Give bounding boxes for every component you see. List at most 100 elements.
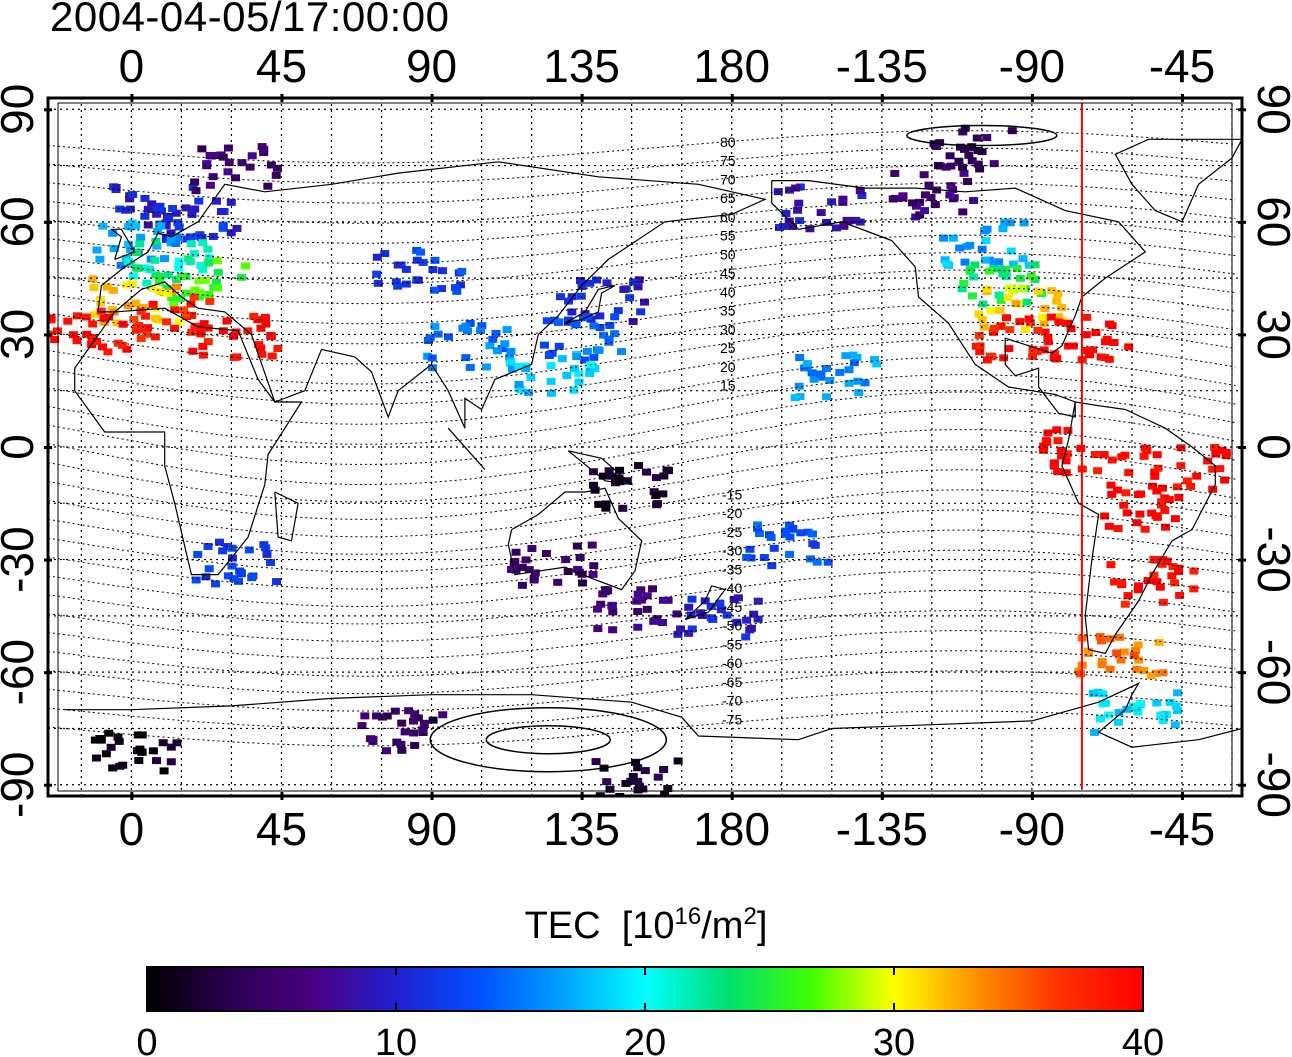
tec-cell [266,331,276,339]
tec-cell [1121,489,1131,497]
lon-tick-mark [130,792,134,800]
tec-cell [602,778,612,786]
lat-tick-mark [44,333,52,337]
tec-cell [1107,456,1117,464]
tec-cell [159,767,169,775]
tec-cell [1158,555,1168,563]
tec-cell [989,160,999,168]
tec-cell [357,722,367,730]
tec-cell [984,267,994,275]
tec-cell [161,233,171,241]
tec-cell [140,212,150,220]
tec-cell [234,577,244,585]
tec-cell [135,240,145,248]
contour-line [48,269,1236,325]
tec-cell [977,315,987,323]
mag-lat-label: 75 [720,153,736,169]
tec-cell [1172,483,1182,491]
tec-cell [273,345,283,353]
tec-region [957,261,1047,308]
tec-cell [587,541,597,549]
colorbar-tick-label: 40 [1122,1022,1164,1057]
tec-cell [524,566,534,574]
tec-cell [207,152,217,160]
tec-cell [198,266,208,274]
tec-cell [485,342,495,350]
tec-cell [752,521,762,529]
coastline [1114,138,1242,223]
contour-line [48,569,1236,625]
tec-cell [803,528,813,536]
tec-region [190,143,282,195]
tec-cell [152,242,162,250]
tec-cell [629,278,639,286]
contour-line [48,130,1236,164]
tec-cell [132,249,142,257]
coastline [109,228,136,260]
tec-cell [266,559,276,567]
tec-cell [1022,298,1032,306]
tec-cell [1210,443,1220,451]
tec-cell [972,134,982,142]
tec-cell [147,200,157,208]
mag-lat-label: 40 [720,284,736,300]
tec-cell [1140,525,1150,533]
lon-label-top: 45 [256,40,307,92]
tec-cell [640,298,650,306]
tec-cell [989,325,999,333]
tec-cell [1129,651,1139,659]
tec-cell [122,281,132,289]
tec-cell [986,307,996,315]
tec-cell [603,587,613,595]
tec-cell [529,576,539,584]
tec-cell [101,750,111,758]
coastline [64,682,1242,748]
tec-cell [643,797,652,804]
tec-cell [676,625,686,633]
tec-cell [262,550,272,558]
tec-cell [969,197,979,205]
lon-tick-mark [280,94,284,102]
tec-cell [409,729,419,737]
contour-line [48,589,1236,642]
tec-cell [594,500,604,508]
contour-line [48,321,1236,385]
tec-cell [172,739,182,747]
tec-cell [372,253,382,261]
tec-cell [218,547,228,555]
tec-cell [948,234,958,242]
tec-cell [413,714,423,722]
lon-tick-mark [1180,792,1184,800]
mag-lat-label: 70 [720,171,736,187]
tec-cell [462,327,472,335]
tec-cell [396,740,406,748]
tec-cell [1104,522,1114,530]
tec-cell [1157,498,1167,506]
tec-cell [187,210,197,218]
tec-cell [1152,699,1162,707]
tec-cell [539,341,549,349]
tec-cell [477,322,487,330]
tec-cell [261,320,271,328]
tec-cell [1004,345,1014,353]
tec-cell [50,336,60,344]
tec-cell [1122,509,1132,517]
tec-cell [208,173,218,181]
tec-cell [1039,442,1049,450]
tec-cell [526,373,536,381]
tec-cell [397,719,407,727]
tec-cell [497,345,507,353]
tec-cell [176,295,186,303]
tec-cell [605,785,615,793]
tec-cell [785,186,795,194]
lon-tick-mark [730,792,734,800]
tec-cell [1151,669,1161,677]
tec-cell [888,195,898,203]
tec-cell [974,331,984,339]
tec-cell [788,524,798,532]
lat-tick-mark [44,220,52,224]
lat-label-left: 30 [0,309,43,360]
tec-cell [1053,290,1063,298]
tec-cell [574,568,584,576]
tec-cell [227,554,237,562]
